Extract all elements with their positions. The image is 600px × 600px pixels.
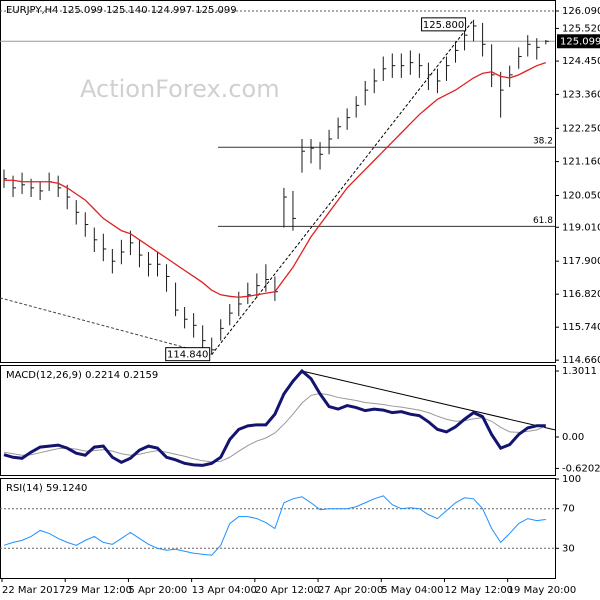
x-tick-label: 5 May 04:00 bbox=[381, 585, 443, 596]
x-tick-label: 22 Mar 2017 bbox=[2, 585, 65, 596]
x-tick-label: 19 May 20:00 bbox=[508, 585, 577, 596]
y-tick-label: 124.450 bbox=[562, 56, 600, 67]
panel-title: RSI(14) 59.1240 bbox=[6, 483, 87, 494]
y-tick-label: 126.090 bbox=[562, 6, 600, 17]
y-tick-label: 120.050 bbox=[562, 191, 600, 202]
panel-frame bbox=[0, 0, 556, 363]
line bbox=[3, 392, 546, 463]
y-tick-label: 121.160 bbox=[562, 157, 600, 168]
fib-label: 38.2 bbox=[533, 137, 553, 147]
swing-label: 114.840 bbox=[167, 350, 208, 361]
swing-box bbox=[421, 17, 467, 32]
x-tick-label: 20 Apr 12:00 bbox=[255, 585, 320, 596]
y-tick-label: 117.900 bbox=[562, 256, 600, 267]
y-tick-label: 123.360 bbox=[562, 89, 600, 100]
trendline bbox=[301, 370, 556, 431]
line bbox=[3, 368, 546, 467]
trendline bbox=[211, 19, 474, 355]
x-tick-label: 5 Apr 20:00 bbox=[128, 585, 187, 596]
x-tick-label: 29 Mar 12:00 bbox=[65, 585, 132, 596]
x-tick-label: 12 May 12:00 bbox=[444, 585, 513, 596]
y-tick-label: 100 bbox=[562, 474, 581, 485]
y-tick-label: 116.820 bbox=[562, 289, 600, 300]
line bbox=[3, 495, 546, 556]
y-tick-label: 114.660 bbox=[562, 355, 600, 366]
watermark: ActionForex.com bbox=[80, 75, 280, 103]
y-tick-label: -0.6202 bbox=[562, 463, 600, 474]
line bbox=[4, 62, 547, 298]
swing-label: 125.800 bbox=[423, 20, 464, 31]
last-price-label: 125.099 bbox=[560, 36, 600, 47]
y-tick-label: 1.3011 bbox=[562, 366, 597, 377]
fib-label: 61.8 bbox=[533, 216, 553, 226]
y-tick-label: 119.010 bbox=[562, 222, 600, 233]
swing-box bbox=[165, 347, 211, 362]
last-price-box bbox=[557, 34, 600, 49]
y-tick-label: 30 bbox=[562, 543, 575, 554]
y-tick-label: 115.740 bbox=[562, 322, 600, 333]
panel-title: MACD(12,26,9) 0.2214 0.2159 bbox=[6, 370, 158, 381]
y-tick-label: 70 bbox=[562, 504, 575, 515]
trendline bbox=[0, 297, 212, 356]
y-tick-label: 122.250 bbox=[562, 123, 600, 134]
panel-frame bbox=[0, 365, 556, 476]
y-tick-label: 125.520 bbox=[562, 23, 600, 34]
y-tick-label: 0.00 bbox=[562, 432, 584, 443]
x-tick-label: 27 Apr 20:00 bbox=[318, 585, 383, 596]
x-tick-label: 13 Apr 04:00 bbox=[192, 585, 257, 596]
panel-frame bbox=[0, 478, 556, 579]
